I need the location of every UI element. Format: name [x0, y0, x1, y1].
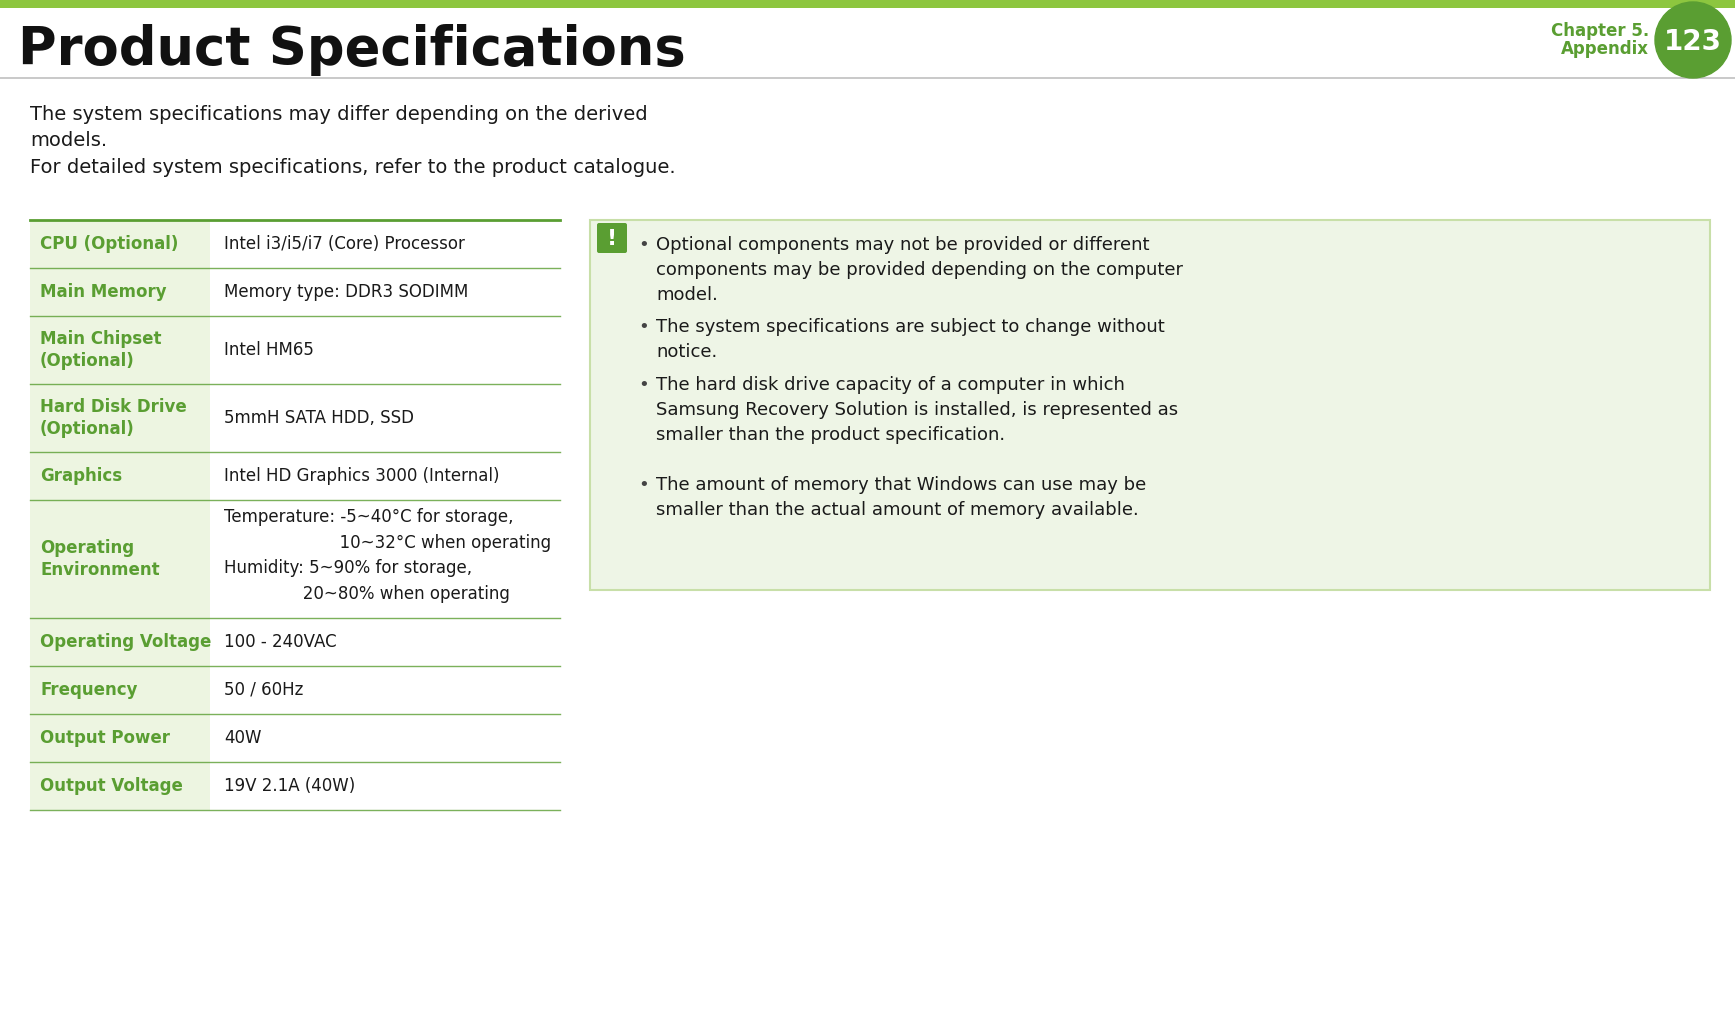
FancyBboxPatch shape — [210, 268, 560, 316]
FancyBboxPatch shape — [29, 384, 210, 452]
Text: Output Voltage: Output Voltage — [40, 777, 182, 795]
Text: Optional components may not be provided or different
components may be provided : Optional components may not be provided … — [656, 236, 1183, 304]
FancyBboxPatch shape — [210, 384, 560, 452]
FancyBboxPatch shape — [29, 762, 210, 810]
Circle shape — [1655, 2, 1732, 78]
Text: 123: 123 — [1664, 28, 1723, 56]
Text: CPU (Optional): CPU (Optional) — [40, 235, 179, 253]
FancyBboxPatch shape — [29, 500, 210, 618]
Text: Graphics: Graphics — [40, 467, 121, 485]
Text: •: • — [638, 476, 649, 494]
Text: 40W: 40W — [224, 729, 262, 747]
Text: Intel i3/i5/i7 (Core) Processor: Intel i3/i5/i7 (Core) Processor — [224, 235, 465, 253]
Text: •: • — [638, 236, 649, 254]
FancyBboxPatch shape — [29, 452, 210, 500]
FancyBboxPatch shape — [0, 0, 1735, 78]
FancyBboxPatch shape — [210, 618, 560, 666]
FancyBboxPatch shape — [210, 762, 560, 810]
FancyBboxPatch shape — [29, 714, 210, 762]
Text: Product Specifications: Product Specifications — [17, 24, 685, 76]
Text: Operating Voltage: Operating Voltage — [40, 633, 212, 651]
Text: Main Memory: Main Memory — [40, 283, 167, 301]
FancyBboxPatch shape — [210, 714, 560, 762]
Text: •: • — [638, 318, 649, 336]
Text: Frequency: Frequency — [40, 681, 137, 699]
Text: Appendix: Appendix — [1562, 40, 1648, 58]
FancyBboxPatch shape — [29, 220, 210, 268]
FancyBboxPatch shape — [210, 666, 560, 714]
FancyBboxPatch shape — [210, 220, 560, 268]
Text: The hard disk drive capacity of a computer in which
Samsung Recovery Solution is: The hard disk drive capacity of a comput… — [656, 376, 1178, 444]
FancyBboxPatch shape — [29, 618, 210, 666]
FancyBboxPatch shape — [210, 452, 560, 500]
Text: The amount of memory that Windows can use may be
smaller than the actual amount : The amount of memory that Windows can us… — [656, 476, 1147, 519]
Text: 19V 2.1A (40W): 19V 2.1A (40W) — [224, 777, 356, 795]
Text: Operating
Environment: Operating Environment — [40, 539, 160, 579]
Text: !: ! — [607, 229, 618, 249]
Text: Chapter 5.: Chapter 5. — [1551, 22, 1648, 40]
Text: Temperature: -5~40°C for storage,
                      10~32°C when operating
H: Temperature: -5~40°C for storage, 10~32°… — [224, 508, 552, 603]
FancyBboxPatch shape — [210, 316, 560, 384]
FancyBboxPatch shape — [210, 500, 560, 618]
Text: •: • — [638, 376, 649, 394]
FancyBboxPatch shape — [29, 316, 210, 384]
Text: Intel HM65: Intel HM65 — [224, 341, 314, 359]
FancyBboxPatch shape — [590, 220, 1711, 589]
FancyBboxPatch shape — [597, 223, 626, 253]
Text: For detailed system specifications, refer to the product catalogue.: For detailed system specifications, refe… — [29, 159, 675, 177]
Text: 50 / 60Hz: 50 / 60Hz — [224, 681, 304, 699]
Text: Hard Disk Drive
(Optional): Hard Disk Drive (Optional) — [40, 398, 187, 438]
Text: Output Power: Output Power — [40, 729, 170, 747]
Text: The system specifications are subject to change without
notice.: The system specifications are subject to… — [656, 318, 1164, 361]
Text: 5mmH SATA HDD, SSD: 5mmH SATA HDD, SSD — [224, 409, 415, 427]
Text: Intel HD Graphics 3000 (Internal): Intel HD Graphics 3000 (Internal) — [224, 467, 500, 485]
Text: Memory type: DDR3 SODIMM: Memory type: DDR3 SODIMM — [224, 283, 468, 301]
FancyBboxPatch shape — [29, 666, 210, 714]
FancyBboxPatch shape — [29, 268, 210, 316]
Text: Main Chipset
(Optional): Main Chipset (Optional) — [40, 329, 161, 371]
Text: The system specifications may differ depending on the derived
models.: The system specifications may differ dep… — [29, 105, 647, 150]
FancyBboxPatch shape — [0, 0, 1735, 8]
Text: 100 - 240VAC: 100 - 240VAC — [224, 633, 337, 651]
